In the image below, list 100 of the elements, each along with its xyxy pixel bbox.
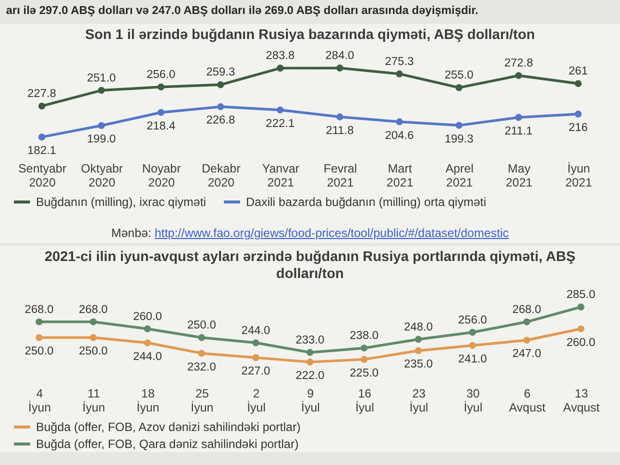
legend-label: Daxili bazarda buğdanın (milling) orta qiyməti: [246, 195, 486, 209]
point: [98, 86, 105, 94]
x-tick-label: 13 Avqust: [563, 386, 600, 414]
text: Mənbə: http://www.fao.org/giews/food-prices/tool/public/#/dataset/domestic: [110, 226, 510, 242]
x-tick-label: Noyabr 2020: [142, 162, 181, 190]
point: [515, 72, 522, 80]
point: [198, 334, 206, 342]
x-tick-label: Dekabr 2020: [202, 162, 240, 190]
legend-label: Buğda (offer, FOB, Qara dəniz sahilindəki portlar): [36, 437, 299, 451]
point: [396, 70, 403, 78]
data-label: 256.0: [458, 314, 487, 326]
point: [574, 110, 582, 118]
data-label: 222.0: [296, 370, 324, 382]
x-tick-label: May 2021: [506, 162, 533, 190]
data-label: 260.0: [133, 310, 162, 323]
point: [469, 328, 476, 336]
x-tick-label: 16 İyul: [355, 386, 374, 414]
x-tick-label: 9 İyul: [301, 386, 320, 414]
point: [577, 325, 584, 332]
x-tick-label: Yanvar 2021: [262, 162, 300, 190]
point: [90, 334, 97, 342]
data-label: 182.1: [27, 145, 56, 157]
data-label: 218.4: [146, 120, 176, 132]
data-label: 248.0: [404, 321, 433, 334]
data-label: 250.0: [24, 346, 54, 358]
point: [158, 108, 164, 116]
data-label: 244.0: [241, 324, 270, 337]
point: [98, 122, 105, 130]
point: [336, 113, 344, 120]
point: [523, 318, 530, 326]
data-label: 251.0: [87, 72, 116, 84]
data-label: 250.0: [187, 320, 216, 332]
data-label: 261: [568, 66, 588, 78]
data-label: 260.0: [566, 336, 596, 349]
point: [36, 318, 43, 326]
data-label: 256.0: [146, 68, 176, 81]
data-label: 285.0: [566, 289, 596, 301]
point: [414, 347, 422, 354]
data-label: 235.0: [404, 358, 433, 371]
chart-title: 2021-ci ilin iyun-avqust ayları ərzində buğdanın Rusiya portlarında qiyməti, ABŞ dolları/ton: [44, 248, 576, 281]
data-label: 211.1: [504, 125, 533, 138]
point: [515, 114, 522, 121]
data-label: 250.0: [78, 346, 108, 358]
legend-label: Buğdanın (milling), ixrac qiyməti: [36, 195, 206, 209]
data-label: 211.8: [326, 124, 354, 137]
point: [276, 106, 284, 114]
data-label: 255.0: [444, 70, 474, 82]
point: [38, 134, 46, 140]
point: [456, 84, 462, 92]
text: arı ilə 297.0 ABŞ dolları və 247.0 ABŞ dolları ilə 269.0 ABŞ dolları arasında dəyişmişdir.: [5, 4, 480, 19]
data-label: 222.1: [266, 118, 295, 130]
data-label: 272.8: [504, 58, 533, 70]
data-label: 227.0: [241, 366, 270, 378]
data-label: 275.3: [385, 56, 414, 68]
data-label: 284.0: [325, 50, 354, 62]
point: [276, 64, 284, 72]
point: [198, 350, 206, 357]
x-tick-label: 25 İyun: [190, 386, 214, 414]
chart-title: Son 1 il ərzində buğdanın Rusiya bazarında qiyməti, ABŞ dolları/ton: [85, 26, 535, 42]
point: [252, 354, 260, 362]
x-tick-label: 23 İyul: [410, 386, 428, 414]
data-label: 227.8: [27, 88, 56, 100]
data-label: 244.0: [133, 350, 162, 363]
data-label: 226.8: [206, 114, 235, 127]
point: [158, 84, 164, 90]
point: [38, 102, 46, 110]
point: [36, 334, 43, 342]
data-label: 283.8: [266, 50, 295, 62]
x-tick-label: 2 İyul: [246, 386, 266, 414]
x-tick-label: 11 İyun: [82, 386, 106, 414]
point: [414, 336, 422, 343]
data-label: 199.0: [87, 134, 116, 146]
point: [90, 318, 97, 326]
x-tick-label: 6 Avqust: [508, 386, 546, 414]
data-label: 216: [568, 122, 588, 134]
x-tick-label: Sentyabr 2020: [18, 162, 66, 190]
x-tick-label: Mart 2021: [386, 162, 414, 190]
legend-label: Buğda (offer, FOB, Azov dənizi sahilindəki portlar): [36, 420, 301, 434]
data-label: 232.0: [187, 361, 216, 374]
data-label: 238.0: [350, 330, 379, 342]
point: [469, 342, 476, 349]
point: [252, 339, 260, 346]
point: [577, 304, 584, 310]
data-label: 247.0: [512, 348, 542, 360]
data-label: 268.0: [78, 304, 108, 316]
point: [217, 81, 224, 88]
data-label: 233.0: [296, 334, 324, 346]
point: [336, 64, 344, 72]
point: [306, 348, 314, 356]
data-label: 241.0: [458, 353, 487, 366]
point: [144, 325, 151, 332]
point: [523, 336, 530, 344]
x-tick-label: 18 İyun: [136, 386, 160, 414]
x-tick-label: Fevral 2021: [324, 162, 357, 190]
x-tick-label: 30 İyul: [464, 386, 482, 414]
data-label: 259.3: [206, 66, 235, 79]
point: [360, 356, 368, 363]
point: [144, 339, 151, 346]
point: [574, 80, 582, 88]
data-label: 225.0: [350, 367, 379, 380]
